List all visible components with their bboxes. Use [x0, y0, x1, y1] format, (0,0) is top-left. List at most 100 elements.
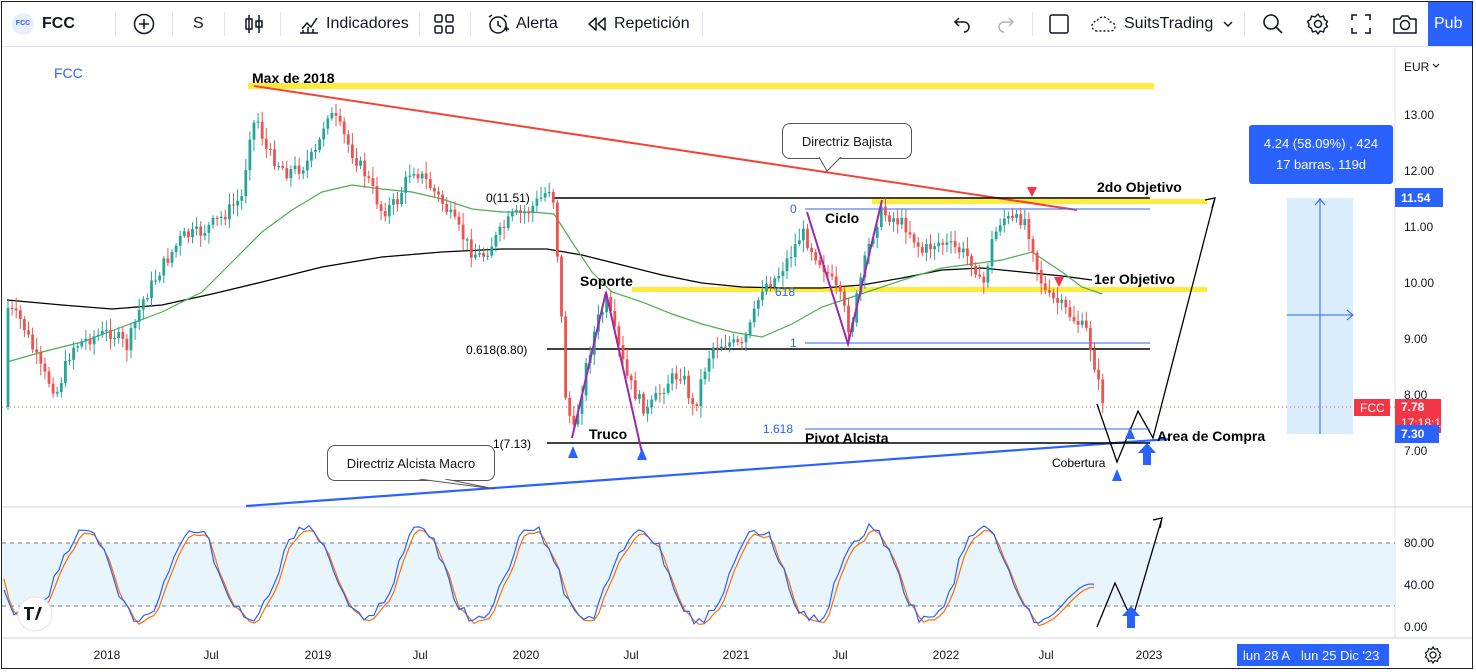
candles-icon — [245, 15, 263, 33]
date-range-start-tag[interactable]: lun 28 A — [1237, 644, 1295, 666]
candle-body — [510, 211, 514, 217]
undo-button[interactable] — [952, 2, 972, 46]
candle-body — [621, 345, 625, 360]
objetivo-2-label: 2do Objetivo — [1097, 179, 1182, 195]
candle-body — [715, 347, 719, 349]
candle-body — [273, 149, 276, 167]
time-tick-label: 2021 — [723, 648, 750, 662]
objetivo-1-level[interactable] — [632, 287, 1207, 292]
candle-body — [39, 352, 43, 364]
buy-marker[interactable] — [1112, 469, 1122, 481]
price-tick-label: 9.00 — [1404, 332, 1428, 346]
objetivo-2-level[interactable] — [872, 199, 1207, 204]
candle-body — [47, 371, 51, 384]
target-price-tag[interactable]: 11.54 — [1395, 188, 1443, 207]
directriz-bajista-line[interactable] — [253, 85, 1078, 211]
buy-marker[interactable] — [1125, 427, 1135, 439]
candle-body — [1035, 252, 1039, 270]
max-2018-level[interactable] — [248, 83, 1154, 89]
time-tick-label: Jul — [1038, 648, 1053, 662]
time-axis[interactable]: 2018 Jul 2019 Jul 2020 Jul 2021 Jul 2022 Jul 2023 — [94, 648, 1163, 662]
price-axis[interactable]: 13.00 12.00 11.00 10.00 9.00 8.00 7.00 — [1404, 108, 1434, 458]
search-button[interactable] — [1262, 2, 1284, 46]
up-arrow-icon[interactable] — [1138, 443, 1156, 465]
measure-info-box[interactable]: 4.24 (58.09%) , 424 17 barras, 119d — [1249, 125, 1393, 184]
soporte-truco-pattern[interactable] — [571, 291, 643, 454]
osc-projection-path[interactable] — [1096, 517, 1163, 628]
candle-body — [777, 275, 781, 279]
cloud-icon — [1091, 16, 1116, 32]
candle-body — [494, 234, 498, 247]
gear-icon[interactable] — [1424, 645, 1442, 665]
candle-body — [219, 216, 223, 218]
directriz-alcista-callout[interactable]: Directriz Alcista Macro — [327, 445, 495, 481]
settings-button[interactable] — [1306, 2, 1330, 46]
buy-marker[interactable] — [568, 446, 578, 458]
candle-body — [1048, 290, 1051, 293]
candle-body — [740, 341, 744, 344]
fullscreen-button[interactable] — [1350, 2, 1372, 46]
interval-button[interactable]: S — [193, 2, 204, 46]
fullscreen-select-button[interactable] — [1048, 2, 1070, 46]
layouts-button[interactable] — [433, 2, 455, 46]
publish-button[interactable]: Pub — [1428, 2, 1472, 46]
chevron-down-icon — [1432, 63, 1440, 68]
sell-marker[interactable] — [1054, 277, 1064, 287]
stoch-k-line — [3, 522, 1095, 626]
currency-label[interactable]: EUR — [1404, 60, 1430, 74]
candle-body — [679, 379, 682, 381]
search-icon — [1263, 14, 1283, 34]
up-arrow-icon[interactable] — [1122, 606, 1140, 628]
candle-body — [318, 139, 321, 151]
candle-body — [843, 291, 846, 306]
price-tick-label: 13.00 — [1404, 108, 1434, 122]
candle-body — [609, 297, 613, 312]
candle-body — [424, 173, 428, 180]
directriz-bajista-callout[interactable]: Directriz Bajista — [782, 123, 912, 159]
directriz-bajista-label: Directriz Bajista — [801, 133, 893, 149]
account-layout-button[interactable]: SuitsTrading — [1090, 2, 1235, 46]
buy-marker[interactable] — [637, 448, 647, 460]
tradingview-logo-icon[interactable] — [17, 596, 53, 632]
candle-body — [236, 200, 239, 206]
date-range-end-tag[interactable]: lun 25 Dic '23 — [1295, 644, 1389, 666]
candle-body — [100, 330, 104, 335]
symbol-search-button[interactable]: FCC FCC — [12, 2, 75, 46]
candle-body — [970, 256, 973, 266]
replay-button[interactable]: Repetición — [586, 2, 690, 46]
time-tick-label: Jul — [412, 648, 427, 662]
candle-body — [945, 242, 949, 245]
ciclo-pattern[interactable] — [806, 199, 883, 348]
indicators-button[interactable]: Indicadores — [298, 2, 409, 46]
low-price-tag[interactable]: 7.30 — [1395, 425, 1439, 443]
alert-button[interactable]: Alerta — [486, 2, 558, 46]
time-tick-label: 2022 — [933, 648, 960, 662]
candle-body — [199, 226, 203, 236]
candle-body — [322, 128, 326, 140]
chart-canvas[interactable]: Max de 2018 2do Objetivo 1er Objetivo Ci… — [2, 47, 1473, 669]
candle-body — [6, 307, 10, 407]
chart-type-button[interactable] — [244, 2, 264, 46]
candle-body — [711, 347, 715, 359]
oscillator-axis[interactable]: 80.00 40.00 0.00 — [1404, 536, 1434, 634]
projection-path[interactable] — [1096, 197, 1216, 464]
candle-body — [654, 393, 658, 400]
candle-body — [523, 212, 526, 214]
candle-body — [482, 253, 485, 257]
price-tick-label: 11.00 — [1404, 220, 1433, 234]
ma-200-line — [6, 248, 1093, 310]
sell-marker[interactable] — [1027, 187, 1037, 197]
candle-body — [904, 217, 908, 233]
directriz-alcista-line[interactable] — [245, 437, 1171, 508]
candle-body — [371, 178, 375, 186]
symbol-price-tag[interactable]: FCC — [1354, 399, 1390, 416]
candle-body — [437, 191, 440, 195]
candle-body — [810, 247, 813, 253]
grid-layout-icon — [434, 14, 454, 34]
candle-body — [244, 170, 248, 197]
compare-add-button[interactable] — [133, 2, 155, 46]
time-tick-label: Jul — [203, 648, 218, 662]
redo-button[interactable] — [996, 2, 1016, 46]
snapshot-button[interactable] — [1392, 2, 1418, 46]
candle-body — [658, 393, 662, 395]
